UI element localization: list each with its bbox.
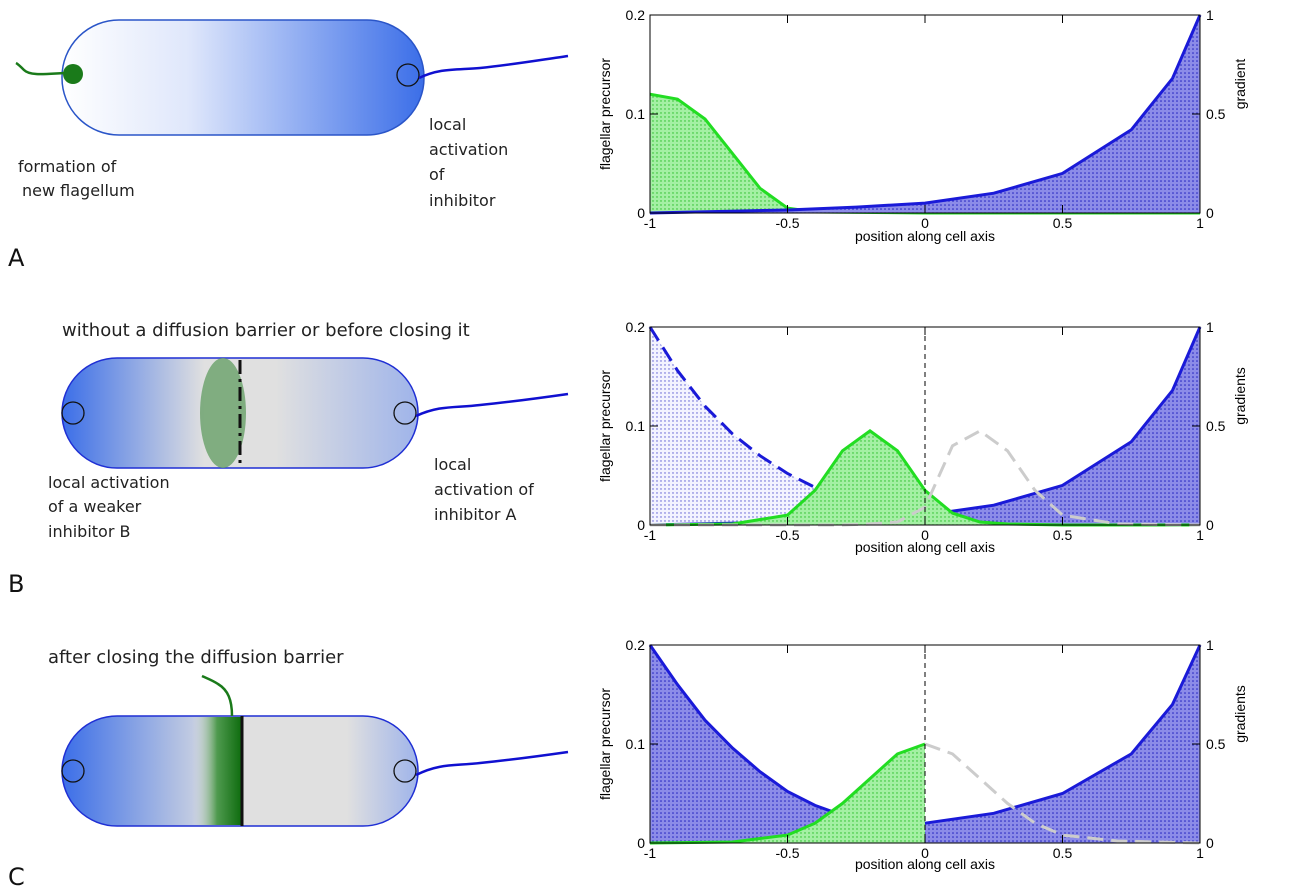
pole-marker-right bbox=[393, 401, 417, 425]
panel-b-cell bbox=[61, 357, 569, 469]
new-flagellum bbox=[201, 674, 234, 717]
old-flagellum bbox=[418, 54, 569, 80]
label-inhibitor-a-line3: inhibitor A bbox=[434, 505, 517, 524]
new-flagellum-base bbox=[63, 64, 83, 84]
pole-marker-left bbox=[61, 759, 85, 783]
diffusion-barrier-open bbox=[200, 358, 246, 468]
old-flagellum bbox=[415, 750, 569, 777]
series-line-3 bbox=[924, 742, 1201, 845]
x-tick-label: -1 bbox=[644, 527, 657, 543]
old-flagellum bbox=[415, 392, 569, 418]
y-right-tick-label: 1 bbox=[1206, 637, 1214, 653]
y-right-tick-label: 1 bbox=[1206, 319, 1214, 335]
y-right-axis-label: gradients bbox=[1232, 367, 1248, 425]
panel-letter-b: B bbox=[8, 570, 24, 598]
y-right-tick-label: 0.5 bbox=[1206, 418, 1226, 434]
panel-c-title: after closing the diffusion barrier bbox=[48, 647, 344, 668]
pole-marker-right bbox=[396, 63, 420, 87]
pole-marker-right bbox=[393, 759, 417, 783]
label-formation-line2: new flagellum bbox=[22, 181, 135, 200]
label-weaker-line2: of a weaker bbox=[48, 497, 142, 516]
panel-letter-c: C bbox=[8, 863, 25, 887]
series-fill-1 bbox=[650, 15, 1200, 213]
series-fill-1 bbox=[650, 327, 1200, 525]
precursor-accumulation bbox=[192, 717, 242, 825]
label-inhibitor-line1: local bbox=[429, 115, 466, 134]
series-fill-2 bbox=[925, 645, 1200, 843]
label-inhibitor-a-line2: activation of bbox=[434, 480, 534, 499]
y-left-tick-label: 0 bbox=[637, 835, 645, 851]
series-line-1 bbox=[649, 742, 926, 845]
y-right-tick-label: 0 bbox=[1206, 835, 1214, 851]
x-tick-label: 0 bbox=[921, 845, 929, 861]
y-right-axis-label: gradients bbox=[1232, 685, 1248, 743]
panel-letter-a: A bbox=[8, 244, 25, 272]
y-left-tick-label: 0 bbox=[637, 205, 645, 221]
series-fill-0 bbox=[650, 94, 1200, 213]
y-right-axis-label: gradient bbox=[1232, 59, 1248, 110]
x-tick-label: 1 bbox=[1196, 845, 1204, 861]
y-left-tick-label: 0.2 bbox=[626, 7, 646, 23]
label-weaker-line1: local activation bbox=[48, 473, 170, 492]
x-tick-label: 0 bbox=[921, 215, 929, 231]
label-inhibitor-line2: activation bbox=[429, 140, 508, 159]
x-tick-label: 0 bbox=[921, 527, 929, 543]
series-line-2 bbox=[649, 429, 1200, 527]
label-formation-line1: formation of bbox=[18, 157, 117, 176]
label-inhibitor-line3: of bbox=[429, 165, 445, 184]
series-line-0 bbox=[648, 644, 844, 817]
y-left-tick-label: 0.1 bbox=[626, 418, 646, 434]
y-left-tick-label: 0.2 bbox=[626, 319, 646, 335]
x-axis-label: position along cell axis bbox=[855, 856, 995, 872]
x-tick-label: 0.5 bbox=[1053, 215, 1073, 231]
label-inhibitor-line4: inhibitor bbox=[429, 191, 496, 210]
label-inhibitor-a-line1: local bbox=[434, 455, 471, 474]
series-line-2 bbox=[924, 644, 1202, 825]
y-right-tick-label: 0 bbox=[1206, 517, 1214, 533]
y-left-axis-label: flagellar precursor bbox=[597, 370, 613, 482]
new-flagellum bbox=[15, 61, 65, 76]
pole-marker-left bbox=[61, 401, 85, 425]
x-tick-label: 0.5 bbox=[1053, 527, 1073, 543]
series-line-3 bbox=[650, 429, 1201, 527]
series-fill-0 bbox=[650, 327, 1200, 525]
x-tick-label: -0.5 bbox=[775, 527, 799, 543]
panel-a-cell bbox=[15, 19, 569, 136]
y-right-tick-label: 0.5 bbox=[1206, 106, 1226, 122]
y-left-axis-label: flagellar precursor bbox=[597, 58, 613, 170]
x-axis-label: position along cell axis bbox=[855, 539, 995, 555]
x-tick-label: -1 bbox=[644, 215, 657, 231]
cell-body bbox=[61, 19, 425, 136]
y-left-tick-label: 0.1 bbox=[626, 736, 646, 752]
y-right-tick-label: 0 bbox=[1206, 205, 1214, 221]
x-tick-label: 1 bbox=[1196, 215, 1204, 231]
label-weaker-line3: inhibitor B bbox=[48, 522, 130, 541]
x-tick-label: -1 bbox=[644, 845, 657, 861]
y-left-tick-label: 0.2 bbox=[626, 637, 646, 653]
x-tick-label: 1 bbox=[1196, 527, 1204, 543]
y-right-tick-label: 0.5 bbox=[1206, 736, 1226, 752]
panel-c-cell bbox=[61, 674, 569, 827]
series-line-1 bbox=[649, 14, 1202, 215]
y-right-tick-label: 1 bbox=[1206, 7, 1214, 23]
y-left-axis-label: flagellar precursor bbox=[597, 688, 613, 800]
x-tick-label: -0.5 bbox=[775, 845, 799, 861]
x-axis-label: position along cell axis bbox=[855, 228, 995, 244]
x-tick-label: -0.5 bbox=[775, 215, 799, 231]
y-left-tick-label: 0.1 bbox=[626, 106, 646, 122]
y-left-tick-label: 0 bbox=[637, 517, 645, 533]
series-fill-0 bbox=[650, 645, 843, 843]
series-fill-1 bbox=[650, 744, 925, 843]
x-tick-label: 0.5 bbox=[1053, 845, 1073, 861]
panel-b-title: without a diffusion barrier or before cl… bbox=[62, 320, 470, 341]
